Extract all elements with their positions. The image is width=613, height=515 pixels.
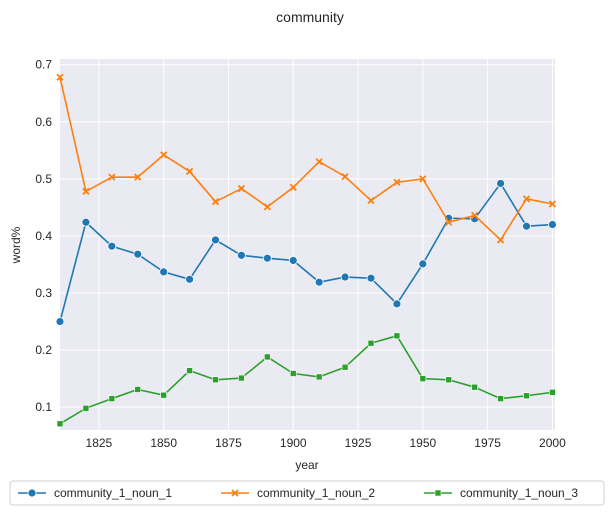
legend-item: community_1_noun_2 bbox=[221, 486, 375, 500]
data-point bbox=[315, 158, 323, 166]
data-point bbox=[419, 375, 427, 382]
data-point bbox=[392, 299, 402, 309]
data-point bbox=[264, 353, 271, 361]
legend: community_1_noun_1 community_1_noun_2 comm… bbox=[9, 480, 605, 506]
data-point bbox=[497, 395, 504, 402]
plot-area bbox=[60, 59, 555, 430]
y-axis-title: word% bbox=[9, 226, 23, 264]
data-point bbox=[108, 395, 116, 402]
data-point bbox=[185, 167, 194, 176]
legend-item: community_1_noun_3 bbox=[424, 486, 578, 500]
legend-label: community_1_noun_1 bbox=[54, 486, 172, 500]
x-tick-label: 1900 bbox=[280, 436, 307, 450]
data-point bbox=[367, 196, 375, 205]
data-point bbox=[549, 389, 556, 396]
data-point bbox=[82, 187, 90, 196]
data-point bbox=[211, 198, 220, 206]
data-point bbox=[263, 203, 271, 211]
y-tick-label: 0.7 bbox=[35, 58, 52, 72]
data-point bbox=[81, 217, 91, 227]
data-point bbox=[341, 172, 349, 181]
data-point bbox=[393, 178, 401, 186]
data-point bbox=[56, 420, 64, 428]
x-tick-label: 1825 bbox=[86, 436, 113, 450]
series-community_1_noun_1 bbox=[55, 179, 557, 326]
legend-frame bbox=[9, 480, 605, 506]
y-tick-label: 0.6 bbox=[35, 115, 52, 129]
data-point bbox=[134, 386, 142, 393]
x-tick-label: 1925 bbox=[345, 436, 372, 450]
data-point bbox=[471, 383, 478, 391]
data-point bbox=[393, 332, 401, 340]
data-point bbox=[445, 376, 453, 384]
data-point bbox=[134, 173, 142, 181]
data-point bbox=[315, 373, 323, 381]
series-line bbox=[59, 77, 553, 241]
legend-marker bbox=[434, 489, 442, 497]
legend-item: community_1_noun_1 bbox=[18, 486, 172, 500]
data-point bbox=[445, 218, 453, 226]
data-point bbox=[523, 392, 530, 400]
data-point bbox=[212, 376, 219, 384]
data-point bbox=[548, 220, 557, 229]
data-point bbox=[186, 367, 193, 374]
y-tick-label: 0.1 bbox=[35, 400, 52, 414]
data-point bbox=[419, 175, 427, 183]
series-layer bbox=[55, 73, 557, 428]
legend-marker bbox=[231, 489, 239, 497]
grid-lines bbox=[60, 59, 555, 430]
data-point bbox=[496, 236, 505, 244]
series-line bbox=[59, 335, 553, 425]
legend-label: community_1_noun_3 bbox=[460, 486, 578, 500]
data-point bbox=[522, 195, 531, 203]
data-point bbox=[108, 173, 116, 181]
data-point bbox=[340, 272, 350, 282]
legend-marker bbox=[27, 488, 37, 498]
data-point bbox=[418, 259, 428, 269]
legend-label: community_1_noun_2 bbox=[257, 486, 375, 500]
data-point bbox=[237, 250, 246, 260]
data-point bbox=[496, 179, 505, 188]
data-point bbox=[238, 374, 245, 382]
x-tick-label: 1875 bbox=[215, 436, 242, 450]
x-axis-title: year bbox=[295, 458, 318, 472]
data-point bbox=[56, 73, 64, 81]
data-point bbox=[133, 249, 143, 259]
data-point bbox=[367, 339, 375, 347]
data-point bbox=[55, 317, 65, 326]
y-tick-label: 0.4 bbox=[35, 229, 52, 243]
chart-title: community bbox=[276, 9, 344, 25]
series-community_1_noun_2 bbox=[56, 73, 557, 244]
data-point bbox=[522, 221, 531, 231]
x-tick-label: 2000 bbox=[539, 436, 566, 450]
data-point bbox=[82, 405, 90, 412]
data-point bbox=[548, 200, 557, 208]
y-tick-label: 0.5 bbox=[35, 172, 52, 186]
x-tick-labels: 1825 1850 1875 1900 1925 1950 1975 2000 bbox=[86, 436, 567, 450]
data-point bbox=[288, 256, 298, 265]
data-point bbox=[185, 274, 194, 284]
data-point bbox=[366, 273, 376, 283]
x-tick-label: 1975 bbox=[474, 436, 501, 450]
data-point bbox=[159, 267, 169, 277]
x-tick-label: 1850 bbox=[150, 436, 177, 450]
data-point bbox=[160, 391, 167, 399]
data-point bbox=[107, 241, 117, 251]
data-point bbox=[314, 277, 324, 287]
data-point bbox=[160, 151, 168, 159]
x-tick-label: 1950 bbox=[409, 436, 436, 450]
data-point bbox=[341, 363, 349, 371]
data-point bbox=[289, 183, 297, 192]
data-point bbox=[237, 184, 246, 193]
data-point bbox=[289, 370, 297, 377]
y-tick-label: 0.3 bbox=[35, 286, 52, 300]
series-community_1_noun_3 bbox=[56, 332, 556, 428]
data-point bbox=[262, 253, 272, 263]
data-point bbox=[471, 211, 479, 220]
y-tick-labels: 0.1 0.2 0.3 0.4 0.5 0.6 0.7 bbox=[35, 58, 52, 414]
y-tick-label: 0.2 bbox=[35, 343, 52, 357]
data-point bbox=[211, 235, 220, 245]
